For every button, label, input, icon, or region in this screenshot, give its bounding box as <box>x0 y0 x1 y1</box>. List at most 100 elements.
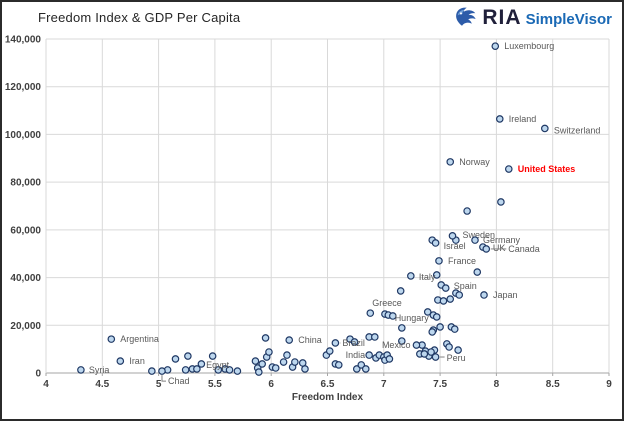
data-point-label: UK <box>493 243 506 253</box>
data-point-label: China <box>298 335 322 345</box>
data-point-label: Ireland <box>509 114 537 124</box>
data-point-marker <box>450 325 459 333</box>
data-point-marker <box>325 347 334 355</box>
data-point-marker <box>370 333 379 341</box>
data-point-marker <box>193 365 201 373</box>
data-point-marker <box>412 341 421 349</box>
data-point-label: Japan <box>493 290 518 300</box>
data-point-marker <box>171 355 180 363</box>
data-point-marker <box>366 309 375 317</box>
eagle-eye <box>460 12 463 15</box>
data-point-label: Spain <box>454 281 477 291</box>
data-point-label: France <box>448 256 476 266</box>
data-point-label: Greece <box>372 298 402 308</box>
data-point-marker <box>398 324 406 332</box>
x-tick-label: 4.5 <box>95 379 109 390</box>
x-tick-label: 5.5 <box>208 379 222 390</box>
data-point-label: Switzerland <box>554 125 601 135</box>
data-point-marker <box>233 367 242 375</box>
data-point-marker <box>350 338 359 346</box>
data-point-marker <box>148 367 156 375</box>
data-point-marker <box>77 366 85 374</box>
x-axis-title: Freedom Index <box>292 392 364 403</box>
data-point-marker <box>279 358 288 366</box>
y-tick-label: 0 <box>35 369 41 380</box>
data-point-marker <box>251 357 260 365</box>
data-point-label: Luxembourg <box>504 41 554 51</box>
data-point-marker <box>116 357 125 365</box>
x-tick-label: 6.5 <box>321 379 335 390</box>
data-point-marker <box>334 361 343 369</box>
y-tick-label: 120,000 <box>5 82 42 93</box>
data-point-marker <box>283 351 291 359</box>
data-point-marker <box>331 339 340 347</box>
data-point-marker <box>301 365 309 373</box>
y-tick-label: 140,000 <box>5 35 42 46</box>
data-point-marker <box>271 364 280 372</box>
x-tick-label: 7.5 <box>433 379 447 390</box>
data-point-marker <box>495 115 504 123</box>
brand-product: SimpleVisor <box>525 10 612 28</box>
data-point-marker <box>436 323 444 331</box>
data-point-marker <box>158 367 166 375</box>
data-point-marker <box>463 207 471 215</box>
data-point-label: Germany <box>483 235 521 245</box>
data-point-label: Mexico <box>382 340 411 350</box>
data-point-marker <box>396 287 405 295</box>
data-point-marker <box>291 358 299 366</box>
data-point-marker <box>432 271 441 279</box>
x-tick-label: 6 <box>268 379 274 390</box>
chart-title: Freedom Index & GDP Per Capita <box>38 10 241 25</box>
data-point-marker <box>420 350 429 358</box>
x-tick-label: 8 <box>494 379 500 390</box>
data-point-label: Argentina <box>120 334 159 344</box>
data-point-marker <box>431 353 440 361</box>
data-point-label: Iran <box>129 356 145 366</box>
data-point-label: United States <box>518 164 576 174</box>
data-point-label: Israel <box>444 241 466 251</box>
data-point-marker <box>423 308 432 316</box>
brand-logo: RIA SimpleVisor <box>453 5 612 30</box>
data-point-marker <box>427 348 435 356</box>
x-tick-label: 5 <box>156 379 162 390</box>
data-point-marker <box>454 346 462 354</box>
y-tick-label: 60,000 <box>10 225 41 236</box>
data-point-marker <box>473 268 482 276</box>
data-point-label: Peru <box>447 353 466 363</box>
data-point-marker <box>446 295 455 303</box>
data-point-marker <box>480 291 488 299</box>
x-tick-label: 4 <box>43 379 49 390</box>
data-point-marker <box>504 165 513 173</box>
data-point-marker <box>471 236 479 244</box>
data-point-marker <box>445 343 453 351</box>
data-point-label: Canada <box>508 244 540 254</box>
x-tick-label: 9 <box>606 379 612 390</box>
data-point-label: Chad <box>168 376 190 386</box>
data-point-label: Sweden <box>462 230 495 240</box>
data-point-marker <box>385 355 394 363</box>
y-tick-label: 100,000 <box>5 130 42 141</box>
y-tick-label: 80,000 <box>10 178 41 189</box>
data-point-marker <box>491 42 500 50</box>
data-point-marker <box>208 352 217 360</box>
x-tick-label: 7 <box>381 379 387 390</box>
data-point-label: Brazil <box>342 338 365 348</box>
data-point-marker <box>431 239 440 247</box>
data-point-label: Italy <box>419 272 436 282</box>
eagle-icon <box>456 7 477 26</box>
data-point-marker <box>482 245 491 253</box>
data-point-marker <box>261 334 270 342</box>
data-point-marker <box>365 351 373 359</box>
data-point-marker <box>255 368 263 376</box>
brand-name: RIA <box>482 6 522 29</box>
data-point-marker <box>407 272 415 280</box>
data-point-marker <box>285 336 294 344</box>
data-point-marker <box>432 313 441 321</box>
data-point-label: Norway <box>459 157 490 167</box>
data-point-label: India <box>346 350 366 360</box>
data-point-marker <box>361 365 370 373</box>
data-point-marker <box>541 124 549 133</box>
data-point-marker <box>441 284 450 292</box>
data-point-marker <box>265 348 273 356</box>
